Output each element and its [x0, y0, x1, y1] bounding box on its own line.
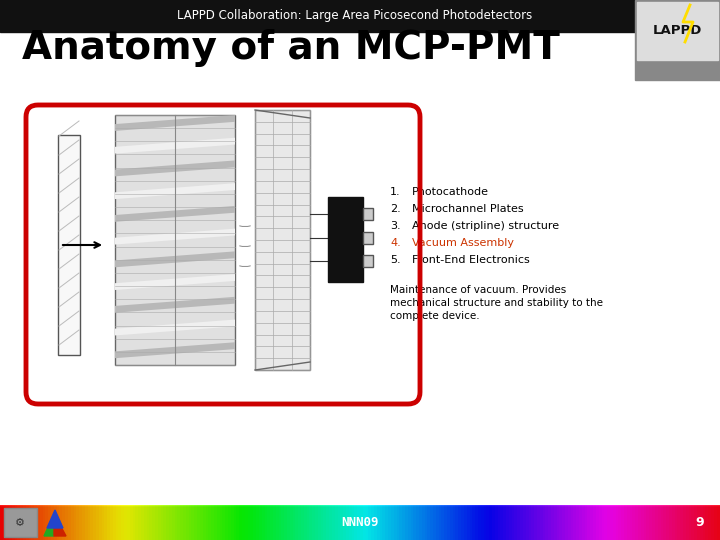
Bar	[115, 115, 235, 365]
Bar	[4, 508, 37, 537]
Text: NNN09: NNN09	[341, 516, 379, 529]
Text: 1.: 1.	[390, 187, 400, 197]
Polygon shape	[115, 342, 235, 358]
Text: Microchannel Plates: Microchannel Plates	[412, 204, 523, 214]
Polygon shape	[54, 514, 66, 536]
Polygon shape	[115, 183, 235, 199]
Polygon shape	[115, 206, 235, 222]
Bar	[637, 2, 718, 60]
Text: 9: 9	[696, 516, 704, 529]
Polygon shape	[47, 510, 63, 528]
Text: Front-End Electronics: Front-End Electronics	[412, 255, 530, 265]
Polygon shape	[115, 160, 235, 177]
Text: Anode (stripline) structure: Anode (stripline) structure	[412, 221, 559, 231]
Text: 2.: 2.	[390, 204, 401, 214]
Text: LAPPD: LAPPD	[653, 24, 702, 37]
Polygon shape	[115, 138, 235, 154]
Text: ⚙: ⚙	[15, 518, 25, 528]
Text: Vacuum Assembly: Vacuum Assembly	[412, 238, 514, 248]
Bar	[635, 0, 720, 80]
Bar	[363, 255, 373, 267]
Text: Maintenance of vacuum. Provides
mechanical structure and stability to the
comple: Maintenance of vacuum. Provides mechanic…	[390, 285, 603, 321]
Text: 3.: 3.	[390, 221, 400, 231]
Text: 5.: 5.	[390, 255, 400, 265]
Polygon shape	[115, 251, 235, 267]
Text: LAPPD Collaboration: Large Area Picosecond Photodetectors: LAPPD Collaboration: Large Area Picoseco…	[177, 10, 533, 23]
Polygon shape	[115, 228, 235, 245]
Polygon shape	[115, 274, 235, 290]
Polygon shape	[115, 320, 235, 335]
Text: Anatomy of an MCP-PMT: Anatomy of an MCP-PMT	[22, 29, 560, 67]
Polygon shape	[44, 514, 54, 536]
Text: Photocathode: Photocathode	[412, 187, 489, 197]
Bar	[58, 135, 80, 355]
Bar	[255, 110, 310, 370]
Text: 4.: 4.	[390, 238, 401, 248]
Polygon shape	[115, 115, 235, 131]
Bar	[0, 0, 720, 32]
Bar	[363, 208, 373, 220]
Bar	[0, 32, 720, 505]
Bar	[363, 232, 373, 244]
Bar	[328, 197, 363, 282]
Polygon shape	[115, 297, 235, 313]
